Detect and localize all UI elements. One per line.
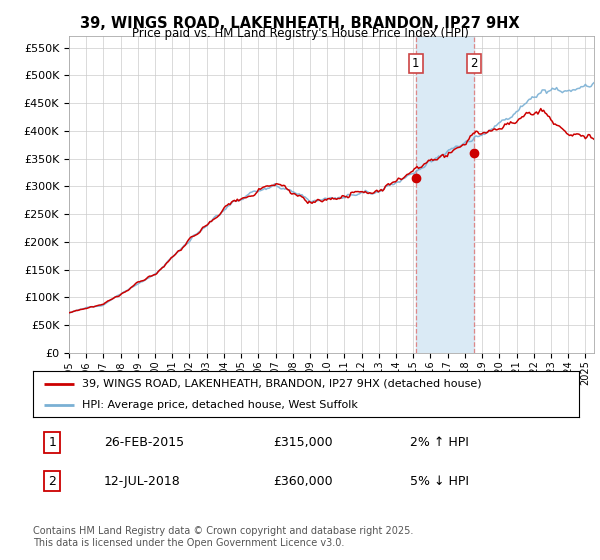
Text: 39, WINGS ROAD, LAKENHEATH, BRANDON, IP27 9HX (detached house): 39, WINGS ROAD, LAKENHEATH, BRANDON, IP2…	[82, 379, 482, 389]
Text: Price paid vs. HM Land Registry's House Price Index (HPI): Price paid vs. HM Land Registry's House …	[131, 27, 469, 40]
Bar	[416, 36, 474, 353]
Text: 5% ↓ HPI: 5% ↓ HPI	[410, 474, 469, 488]
Text: 26-FEB-2015: 26-FEB-2015	[104, 436, 184, 449]
Text: 2% ↑ HPI: 2% ↑ HPI	[410, 436, 469, 449]
Text: 1: 1	[412, 57, 419, 70]
Text: 39, WINGS ROAD, LAKENHEATH, BRANDON, IP27 9HX: 39, WINGS ROAD, LAKENHEATH, BRANDON, IP2…	[80, 16, 520, 31]
Text: HPI: Average price, detached house, West Suffolk: HPI: Average price, detached house, West…	[82, 400, 358, 410]
Text: Contains HM Land Registry data © Crown copyright and database right 2025.
This d: Contains HM Land Registry data © Crown c…	[33, 526, 413, 548]
Text: 1: 1	[48, 436, 56, 449]
Text: £360,000: £360,000	[273, 474, 333, 488]
Text: 2: 2	[470, 57, 478, 70]
Text: £315,000: £315,000	[273, 436, 333, 449]
Text: 2: 2	[48, 474, 56, 488]
Text: 12-JUL-2018: 12-JUL-2018	[104, 474, 181, 488]
